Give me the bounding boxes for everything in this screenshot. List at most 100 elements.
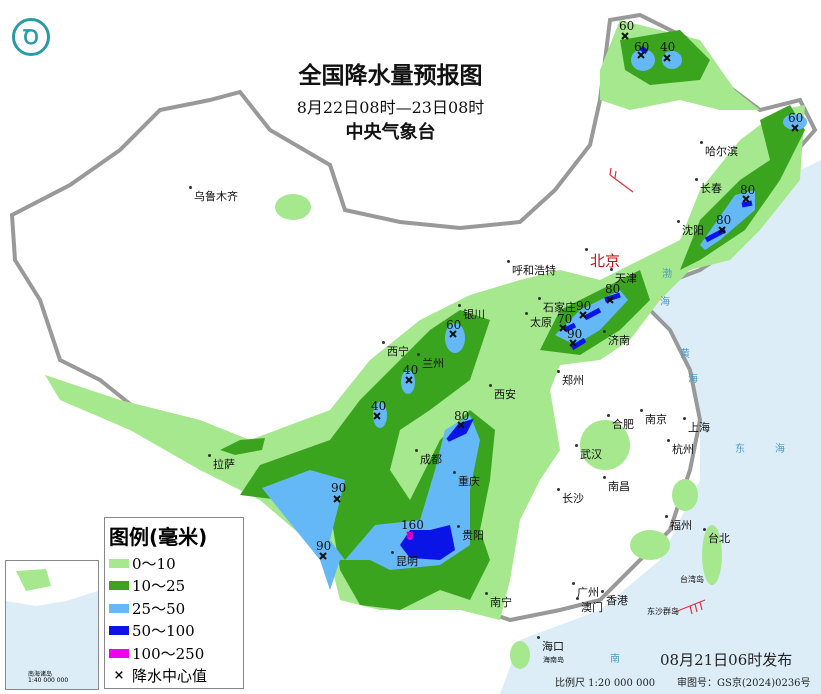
rain-10-25-tibet (220, 438, 265, 455)
issuer: 中央气象台 (345, 122, 436, 143)
rain-25-50-patch (783, 114, 807, 130)
precip-value: 60 (446, 318, 462, 332)
map-scale: 比例尺 1:20 000 000 (555, 678, 656, 689)
city-label: 海口 (537, 636, 564, 653)
wind-barb-icon (674, 599, 706, 615)
city-label: 南昌 (603, 476, 630, 493)
precip-value: 60 (788, 111, 804, 125)
city-label: 呼和浩特 (507, 260, 556, 277)
rain-0-10-patch (275, 194, 311, 220)
precip-value: 40 (403, 363, 419, 377)
city-label: 福州 (665, 515, 692, 532)
rain-0-10-patch (580, 420, 630, 470)
city-label: 济南 (603, 330, 630, 347)
city-label: 合肥 (607, 414, 634, 431)
city-label: 澳门 (576, 597, 603, 614)
map-approval-number: 审图号：GS京(2024)0236号 (677, 678, 811, 689)
inset-scale: 1:40 000 000 (28, 677, 69, 684)
rain-0-10-patch (672, 479, 698, 511)
legend-item: 0～10 (109, 552, 239, 575)
precip-value: 80 (740, 183, 756, 197)
legend-label: 降水中心值 (132, 667, 208, 686)
city-label: 长春 (695, 178, 722, 195)
precip-value: 90 (316, 539, 332, 553)
precip-value: 80 (716, 213, 732, 227)
precip-value: 60 (619, 19, 635, 33)
city-label: 郑州 (557, 370, 584, 387)
legend: 图例(毫米) 0～10 10～25 25～50 50～100 100～250 ×… (104, 517, 244, 689)
city-label: 西宁 (382, 341, 409, 358)
inset-label: 南海诸岛 (28, 671, 53, 678)
island-label: 东沙群岛 (647, 607, 679, 616)
city-label: 西安 (489, 384, 516, 401)
precip-value: 40 (660, 40, 676, 54)
precip-value: 90 (576, 299, 592, 313)
legend-item: 10～25 (109, 575, 239, 598)
island-label: 台湾岛 (680, 575, 704, 584)
rain-50-100 (446, 418, 474, 442)
sea-label: 海 (688, 374, 698, 385)
legend-item: 25～50 (109, 597, 239, 620)
inset-map (6, 561, 98, 606)
legend-label: 0～10 (132, 554, 176, 573)
city-label: 拉萨 (208, 454, 235, 471)
city-label: 南京 (640, 409, 667, 426)
city-label: 贵阳 (457, 525, 484, 542)
city-label: 杭州 (667, 439, 694, 456)
legend-item: 100～250 (109, 642, 239, 665)
sea-area (500, 160, 821, 694)
legend-item: 50～100 (109, 620, 239, 643)
precip-value: 40 (371, 399, 387, 413)
release-time: 08月21日06时发布 (660, 651, 793, 669)
city-label: 沈阳 (677, 220, 704, 237)
legend-swatch (109, 648, 129, 658)
rain-25-50-north-china (555, 290, 628, 345)
city-label: 石家庄 (538, 297, 576, 314)
precip-value: 60 (634, 40, 650, 54)
wind-barb-icon (609, 167, 634, 193)
legend-label: 25～50 (132, 599, 186, 618)
city-label: 太原 (525, 312, 552, 329)
rain-0-10-patch (702, 525, 722, 585)
legend-swatch (109, 581, 129, 591)
city-label: 哈尔滨 (700, 141, 738, 158)
city-label: 南宁 (485, 592, 512, 609)
city-label: 乌鲁木齐 (189, 186, 238, 203)
sea-label: 南 (610, 654, 620, 665)
city-label: 银川 (458, 304, 485, 321)
rain-25-50-patch (373, 402, 387, 428)
forecast-period: 8月22日08时—23日08时 (296, 98, 485, 117)
legend-label: 10～25 (132, 577, 186, 596)
rain-50-100 (400, 525, 455, 560)
precip-value: 70 (557, 312, 573, 326)
city-label: 兰州 (417, 353, 444, 370)
sea-label: 东 (735, 444, 745, 455)
legend-label: 100～250 (132, 644, 205, 663)
legend-item: × 降水中心值 (109, 665, 239, 688)
cma-logo: Ꝺ (12, 18, 50, 56)
sea-label: 渤 (662, 269, 672, 280)
precip-value: 80 (454, 409, 470, 423)
precip-center-markers (319, 32, 799, 560)
precip-value: 80 (605, 282, 621, 296)
city-label: 武汉 (575, 444, 602, 461)
precip-value: 90 (567, 327, 583, 341)
legend-label: 50～100 (132, 622, 195, 641)
south-china-sea-inset: 南海诸岛 1:40 000 000 (5, 560, 99, 690)
city-label: 天津 (610, 268, 637, 285)
precip-value: 160 (401, 518, 424, 532)
city-label: 台北 (703, 528, 730, 545)
legend-swatch (109, 603, 129, 613)
rain-0-10-patch (510, 641, 530, 669)
city-label: 成都 (415, 449, 442, 466)
capital-label: 北京 (584, 248, 621, 270)
city-label: 长沙 (557, 488, 584, 505)
city-label: 昆明 (391, 551, 418, 568)
map-title: 全国降水量预报图 (298, 63, 483, 89)
city-label: 重庆 (453, 471, 480, 488)
rain-25-50-patch (631, 49, 655, 71)
cross-icon: × (113, 668, 125, 684)
city-label: 广州 (572, 582, 599, 599)
sea-label: 海 (660, 297, 670, 308)
